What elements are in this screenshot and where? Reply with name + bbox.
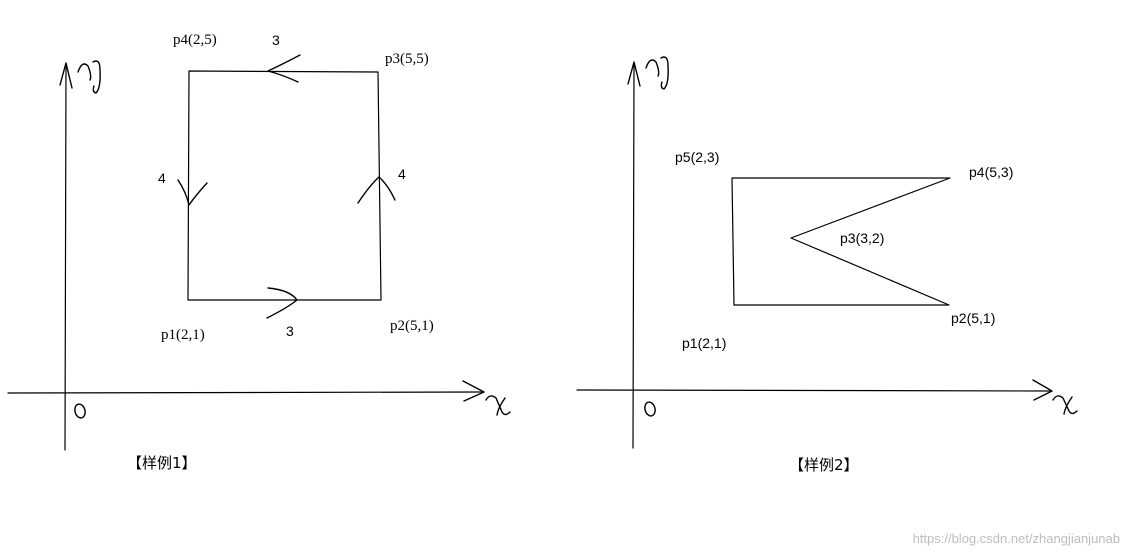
- diagram-1-point-label-p3: p3(5,5): [385, 51, 429, 67]
- diagram-1-origin-label: o: [74, 403, 86, 419]
- diagram-1-y-axis: [59, 62, 73, 451]
- diagram-1-point-label-p4: p4(2,5): [173, 32, 217, 48]
- diagram-1-point-label-p1: p1(2,1): [161, 327, 205, 343]
- diagram-2-point-label-p2: p2(5,1): [951, 310, 995, 326]
- diagram-1-arrow-left: [177, 179, 208, 206]
- diagram-2-polygon: [731, 177, 951, 306]
- diagram-1-polygon: [187, 70, 382, 301]
- diagram-1-caption: 【样例1】: [127, 454, 197, 472]
- diagram-1-arrow-bottom: [266, 287, 298, 319]
- diagram-1-x-axis: [7, 380, 485, 402]
- diagram-2-point-label-p1: p1(2,1): [682, 335, 726, 351]
- diagram-2-x-axis-label: x: [1052, 395, 1078, 415]
- diagram-1-x-axis-label: x: [485, 395, 511, 416]
- diagram-2-y-axis-label: y: [645, 56, 669, 90]
- diagram-2-x-axis: [576, 379, 1053, 401]
- diagram-2-y-axis: [627, 61, 641, 449]
- diagram-1-arrow-top: [267, 54, 301, 83]
- diagram-1-edge-label-left: 4: [158, 170, 166, 186]
- diagram-1-point-label-p2: p2(5,1): [390, 318, 434, 334]
- diagram-2: y x o p1(2,1) p2(5,1) p3(3,2) p4(5,3) p5…: [576, 56, 1078, 474]
- diagram-1-y-axis-label: y: [77, 60, 101, 94]
- watermark: https://blog.csdn.net/zhangjianjunab: [913, 531, 1120, 546]
- diagram-2-point-label-p3: p3(3,2): [840, 230, 884, 246]
- diagram-1-arrow-right: [357, 176, 396, 204]
- diagram-2-origin-label: o: [644, 401, 656, 417]
- diagram-2-caption: 【样例2】: [789, 456, 859, 474]
- diagram-2-point-label-p5: p5(2,3): [675, 149, 719, 165]
- diagram-1-edge-label-top: 3: [272, 32, 280, 48]
- diagram-2-point-label-p4: p4(5,3): [969, 164, 1013, 180]
- diagram-1-edge-label-bottom: 3: [286, 323, 294, 339]
- diagram-1: y x o p1(2,1) p2(5,1) p3(5,5) p4(2,5) 3 …: [7, 32, 511, 472]
- diagram-1-edge-label-right: 4: [398, 166, 406, 182]
